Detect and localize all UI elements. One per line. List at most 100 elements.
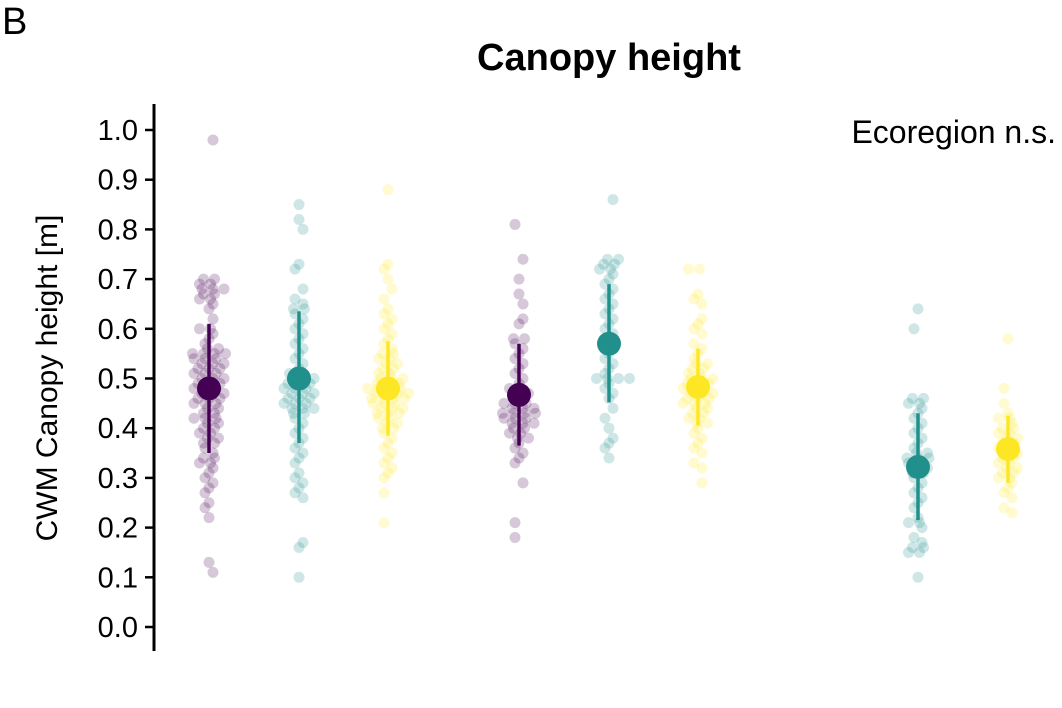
data-point (194, 293, 205, 305)
data-point (605, 263, 616, 275)
data-point (373, 368, 384, 380)
data-point (194, 427, 205, 439)
data-point (289, 442, 301, 454)
data-point (282, 392, 294, 404)
data-point (382, 303, 394, 315)
data-point (378, 457, 390, 469)
data-point (1008, 467, 1019, 479)
data-point (199, 502, 211, 514)
y-tick-label: 0.2 (98, 513, 138, 545)
data-point (382, 273, 394, 285)
data-point (696, 447, 708, 459)
data-point (528, 417, 540, 429)
y-tick-label: 0.8 (98, 214, 138, 246)
y-axis-ticks: 0.0 0.1 0.2 0.3 0.4 0.5 0.6 0.7 0.8 0.9 1.0 (98, 115, 154, 644)
data-point (598, 258, 609, 270)
data-point (194, 457, 205, 469)
data-point (707, 387, 719, 399)
data-point (997, 422, 1008, 434)
y-tick-label: 0.0 (98, 612, 138, 644)
data-point (607, 194, 619, 206)
data-point (218, 373, 230, 384)
data-point (1008, 422, 1019, 434)
data-point (903, 517, 914, 529)
data-point (207, 283, 219, 295)
data-point (509, 532, 521, 544)
data-point (696, 462, 708, 474)
y-tick-label: 0.6 (98, 314, 138, 346)
data-point (912, 571, 924, 583)
data-point (599, 442, 611, 454)
data-point (214, 363, 226, 375)
mean-point (197, 376, 221, 401)
data-point (702, 417, 713, 429)
data-point (367, 397, 379, 409)
data-point (523, 432, 534, 444)
y-tick-label: 0.9 (98, 165, 138, 197)
data-point (692, 318, 704, 330)
data-point (188, 353, 200, 365)
data-point (914, 546, 925, 558)
data-point (286, 402, 298, 414)
data-point (506, 417, 518, 429)
data-point (198, 288, 209, 300)
data-point (188, 412, 200, 424)
data-point (188, 368, 200, 380)
data-point (377, 348, 388, 360)
data-point (603, 273, 615, 285)
data-point (696, 298, 708, 310)
data-point (293, 467, 305, 479)
data-point (198, 422, 209, 434)
data-point (218, 387, 230, 399)
data-point (603, 422, 615, 434)
data-point (1002, 482, 1014, 494)
data-point (517, 298, 529, 310)
data-point (278, 397, 290, 409)
data-point (508, 333, 519, 345)
data-point (918, 392, 929, 404)
data-point (683, 263, 694, 275)
data-point (519, 422, 530, 434)
data-point (210, 397, 222, 409)
data-point (207, 462, 219, 474)
data-point (207, 566, 219, 578)
data-point (386, 447, 398, 459)
data-point (382, 258, 394, 270)
data-point (205, 278, 216, 290)
data-point (677, 382, 689, 394)
data-point (912, 303, 924, 315)
data-point (607, 268, 619, 280)
data-point (903, 546, 914, 558)
group-summaries (197, 284, 1020, 521)
data-point (677, 397, 689, 409)
data-point (199, 472, 211, 484)
data-point (289, 263, 301, 275)
data-point (918, 541, 929, 553)
data-point (392, 358, 403, 370)
data-point (613, 373, 624, 384)
data-point (299, 303, 310, 315)
data-point (203, 556, 215, 568)
data-point (371, 407, 383, 419)
data-point (517, 313, 529, 325)
data-point (304, 392, 316, 404)
data-point (377, 363, 388, 375)
data-point (687, 363, 698, 375)
data-point (998, 502, 1010, 514)
data-point (392, 417, 403, 429)
mean-point (507, 382, 531, 407)
y-axis-label: CWM Canopy height [m] (31, 215, 64, 542)
data-point (378, 263, 390, 275)
data-point (218, 358, 230, 370)
data-point (378, 472, 390, 484)
data-point (378, 442, 390, 454)
data-point (388, 348, 399, 360)
data-point (308, 373, 320, 384)
data-point (594, 263, 605, 275)
data-point (530, 407, 541, 419)
data-point (513, 318, 525, 330)
data-point (297, 447, 309, 459)
data-point (702, 358, 713, 370)
data-point (624, 373, 635, 384)
